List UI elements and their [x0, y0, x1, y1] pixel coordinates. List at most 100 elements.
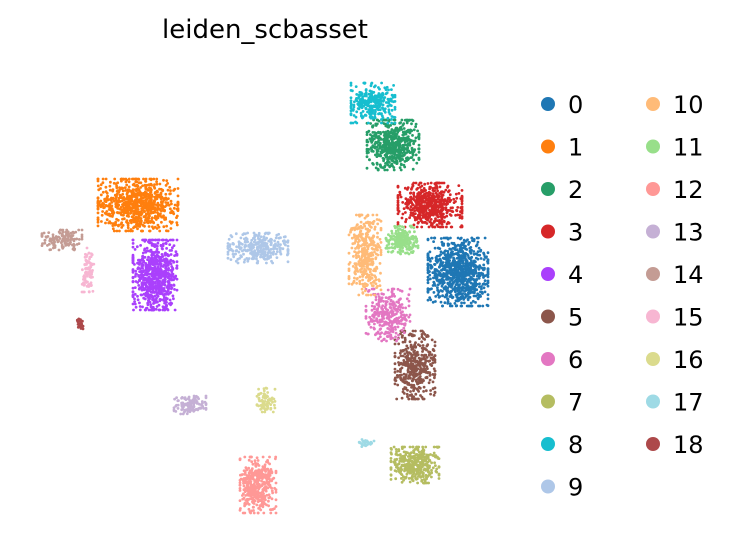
point: [436, 286, 439, 290]
point: [355, 121, 359, 125]
point: [169, 189, 172, 193]
point: [403, 455, 407, 459]
point: [426, 278, 430, 282]
point: [167, 268, 171, 272]
point: [361, 97, 364, 101]
point: [157, 283, 161, 287]
point: [404, 202, 407, 206]
point: [151, 238, 155, 242]
point: [162, 298, 165, 301]
point: [430, 236, 433, 240]
point: [150, 281, 154, 284]
point: [164, 192, 168, 196]
point: [401, 310, 404, 314]
point: [446, 249, 450, 253]
point: [440, 262, 443, 266]
point: [165, 247, 169, 250]
point: [435, 184, 438, 188]
point: [477, 276, 481, 280]
point: [426, 475, 430, 478]
point: [377, 154, 381, 158]
point: [429, 221, 433, 225]
point: [409, 205, 413, 209]
point: [96, 216, 100, 220]
point: [428, 373, 432, 377]
point: [399, 319, 403, 323]
point: [486, 284, 490, 288]
point: [115, 184, 118, 188]
point: [157, 303, 161, 307]
point: [437, 181, 441, 185]
point: [161, 255, 165, 258]
point: [391, 330, 395, 334]
point: [452, 273, 456, 277]
point: [141, 184, 145, 188]
point: [379, 297, 382, 301]
point: [107, 198, 111, 201]
point: [150, 305, 153, 309]
point: [407, 375, 411, 378]
point: [427, 359, 431, 363]
point: [398, 166, 402, 170]
point: [433, 340, 437, 344]
point: [416, 192, 420, 196]
point: [418, 203, 421, 207]
point: [349, 106, 353, 110]
point: [476, 250, 480, 254]
point: [175, 288, 179, 292]
point: [428, 185, 432, 189]
point: [413, 349, 416, 353]
point: [382, 338, 386, 341]
point: [471, 277, 475, 281]
point: [426, 263, 430, 266]
point: [132, 226, 135, 230]
point: [411, 385, 415, 389]
point: [445, 225, 448, 229]
point: [426, 204, 429, 208]
point: [99, 193, 103, 197]
point: [154, 218, 158, 221]
point: [155, 182, 159, 186]
point: [460, 209, 464, 213]
point: [422, 365, 426, 368]
point: [416, 481, 419, 485]
point: [371, 138, 375, 142]
point: [143, 308, 147, 312]
point: [446, 275, 450, 279]
point: [432, 445, 436, 449]
point: [122, 217, 126, 221]
point: [390, 290, 394, 294]
point: [411, 474, 414, 478]
point: [416, 382, 419, 386]
point: [433, 246, 437, 250]
point: [132, 177, 136, 181]
point: [427, 469, 430, 473]
point: [389, 325, 393, 329]
point: [431, 192, 435, 196]
point: [377, 86, 380, 89]
point: [415, 188, 419, 191]
point: [406, 455, 410, 458]
point: [384, 296, 388, 299]
point: [389, 478, 393, 481]
point: [152, 258, 156, 262]
point: [472, 274, 475, 278]
point: [465, 294, 469, 297]
point: [376, 140, 380, 144]
point: [449, 214, 453, 217]
point: [360, 102, 364, 105]
point: [136, 223, 140, 227]
point: [474, 301, 477, 304]
point: [125, 219, 129, 223]
point: [446, 255, 450, 258]
point: [393, 355, 397, 359]
point: [414, 122, 418, 126]
point: [153, 225, 157, 229]
point: [421, 445, 425, 449]
point: [463, 290, 466, 293]
point: [459, 278, 463, 282]
point: [422, 475, 425, 479]
point: [376, 167, 380, 171]
point: [385, 91, 389, 95]
point: [426, 254, 430, 257]
